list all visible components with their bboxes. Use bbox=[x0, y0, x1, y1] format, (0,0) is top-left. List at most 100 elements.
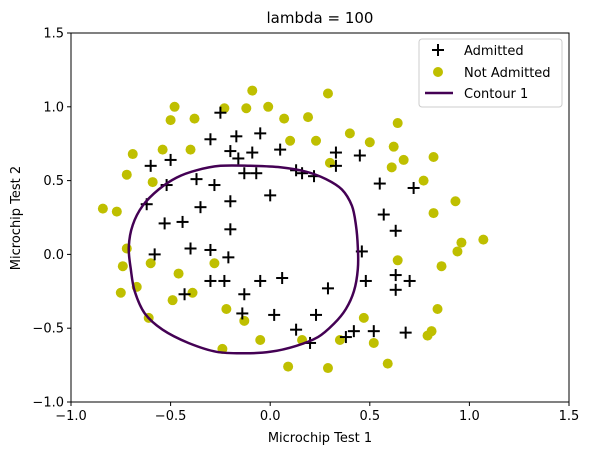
admitted-point bbox=[254, 274, 267, 287]
x-axis-ticks: −1.0 −0.5 0.0 0.5 1.0 1.5 bbox=[55, 402, 579, 424]
not-admitted-point bbox=[418, 175, 429, 186]
not-admitted-point bbox=[322, 88, 333, 99]
not-admitted-point bbox=[382, 358, 393, 369]
y-tick-label: 0.5 bbox=[43, 174, 64, 189]
x-tick-label: 0.0 bbox=[260, 409, 281, 424]
not-admitted-point bbox=[157, 144, 168, 155]
admitted-point bbox=[224, 195, 237, 208]
admitted-point bbox=[190, 173, 203, 186]
admitted-point bbox=[158, 217, 171, 230]
admitted-point bbox=[144, 159, 157, 172]
admitted-point bbox=[230, 130, 243, 143]
not-admitted-point bbox=[422, 330, 433, 341]
admitted-point bbox=[377, 208, 390, 221]
not-admitted-point bbox=[322, 363, 333, 374]
not-admitted-point bbox=[285, 135, 296, 146]
admitted-point bbox=[347, 325, 360, 338]
not-admitted-point bbox=[283, 361, 294, 372]
not-admitted-point bbox=[388, 141, 399, 152]
not-admitted-point bbox=[364, 137, 375, 148]
y-tick-label: −0.5 bbox=[32, 322, 64, 337]
chart-title: lambda = 100 bbox=[267, 9, 374, 27]
not-admitted-point bbox=[436, 261, 447, 272]
x-tick-label: −0.5 bbox=[155, 409, 187, 424]
admitted-point bbox=[329, 146, 342, 159]
x-tick-label: −1.0 bbox=[55, 409, 87, 424]
admitted-point bbox=[250, 167, 263, 180]
admitted-point bbox=[389, 283, 402, 296]
admitted-point bbox=[403, 274, 416, 287]
not-admitted-point bbox=[169, 101, 180, 112]
admitted-point bbox=[218, 274, 231, 287]
admitted-point bbox=[148, 248, 161, 261]
admitted-point bbox=[367, 325, 380, 338]
not-admitted-point bbox=[167, 295, 178, 306]
not-admitted-point bbox=[121, 243, 132, 254]
not-admitted-point bbox=[147, 177, 158, 188]
admitted-point bbox=[353, 149, 366, 162]
not-admitted-point bbox=[117, 261, 128, 272]
admitted-point bbox=[321, 282, 334, 295]
not-admitted-point bbox=[398, 154, 409, 165]
not-admitted-point bbox=[263, 101, 274, 112]
legend-marker-admitted bbox=[432, 44, 444, 56]
not-admitted-point bbox=[386, 162, 397, 173]
not-admitted-point bbox=[111, 206, 122, 217]
admitted-point bbox=[194, 201, 207, 214]
admitted-point bbox=[176, 215, 189, 228]
not-admitted-point bbox=[392, 118, 403, 129]
not-admitted-point bbox=[452, 246, 463, 257]
not-admitted-point bbox=[127, 149, 138, 160]
not-admitted-point bbox=[311, 135, 322, 146]
not-admitted-point bbox=[187, 287, 198, 298]
admitted-point bbox=[204, 243, 217, 256]
not-admitted-point bbox=[121, 169, 132, 180]
admitted-point bbox=[399, 326, 412, 339]
not-admitted-point bbox=[219, 103, 230, 114]
not-admitted-point bbox=[255, 335, 266, 346]
not-admitted-point bbox=[456, 237, 467, 248]
not-admitted-point bbox=[241, 103, 252, 114]
x-tick-label: 1.5 bbox=[559, 409, 580, 424]
admitted-point bbox=[296, 167, 309, 180]
admitted-point bbox=[224, 223, 237, 236]
not-admitted-point bbox=[185, 144, 196, 155]
not-admitted-point bbox=[344, 128, 355, 139]
admitted-point bbox=[238, 167, 251, 180]
y-axis-ticks: −1.0 −0.5 0.0 0.5 1.0 1.5 bbox=[32, 27, 71, 411]
admitted-point bbox=[214, 106, 227, 119]
legend-label-not-admitted: Not Admitted bbox=[464, 66, 551, 81]
decision-boundary-contour bbox=[127, 164, 360, 355]
not-admitted-point bbox=[115, 287, 126, 298]
admitted-point bbox=[407, 181, 420, 194]
legend-label-contour: Contour 1 bbox=[464, 87, 528, 102]
admitted-point bbox=[254, 127, 267, 140]
admitted-point bbox=[222, 251, 235, 264]
legend: Admitted Not Admitted Contour 1 bbox=[418, 38, 563, 108]
not-admitted-point bbox=[392, 255, 403, 266]
admitted-point bbox=[359, 274, 372, 287]
not-admitted-point bbox=[428, 151, 439, 162]
not-admitted-point bbox=[358, 312, 369, 323]
not-admitted-point bbox=[173, 268, 184, 279]
x-tick-label: 0.5 bbox=[359, 409, 380, 424]
admitted-point bbox=[290, 323, 303, 336]
plot-frame bbox=[70, 32, 570, 403]
admitted-point bbox=[224, 145, 237, 158]
not-admitted-point bbox=[221, 304, 232, 315]
admitted-point bbox=[339, 331, 352, 344]
legend-label-admitted: Admitted bbox=[464, 44, 524, 59]
not-admitted-point bbox=[209, 258, 220, 269]
not-admitted-point bbox=[303, 112, 314, 123]
legend-plus-marker bbox=[432, 44, 444, 56]
legend-marker-not-admitted bbox=[433, 67, 443, 77]
not-admitted-point bbox=[368, 337, 379, 348]
admitted-point bbox=[164, 153, 177, 166]
not-admitted-point bbox=[450, 196, 461, 207]
x-axis-label: Microchip Test 1 bbox=[268, 431, 372, 446]
admitted-point bbox=[204, 133, 217, 146]
admitted-point bbox=[268, 308, 281, 321]
plot-area bbox=[97, 85, 489, 374]
legend-circle-marker bbox=[433, 67, 443, 77]
not-admitted-point bbox=[189, 113, 200, 124]
